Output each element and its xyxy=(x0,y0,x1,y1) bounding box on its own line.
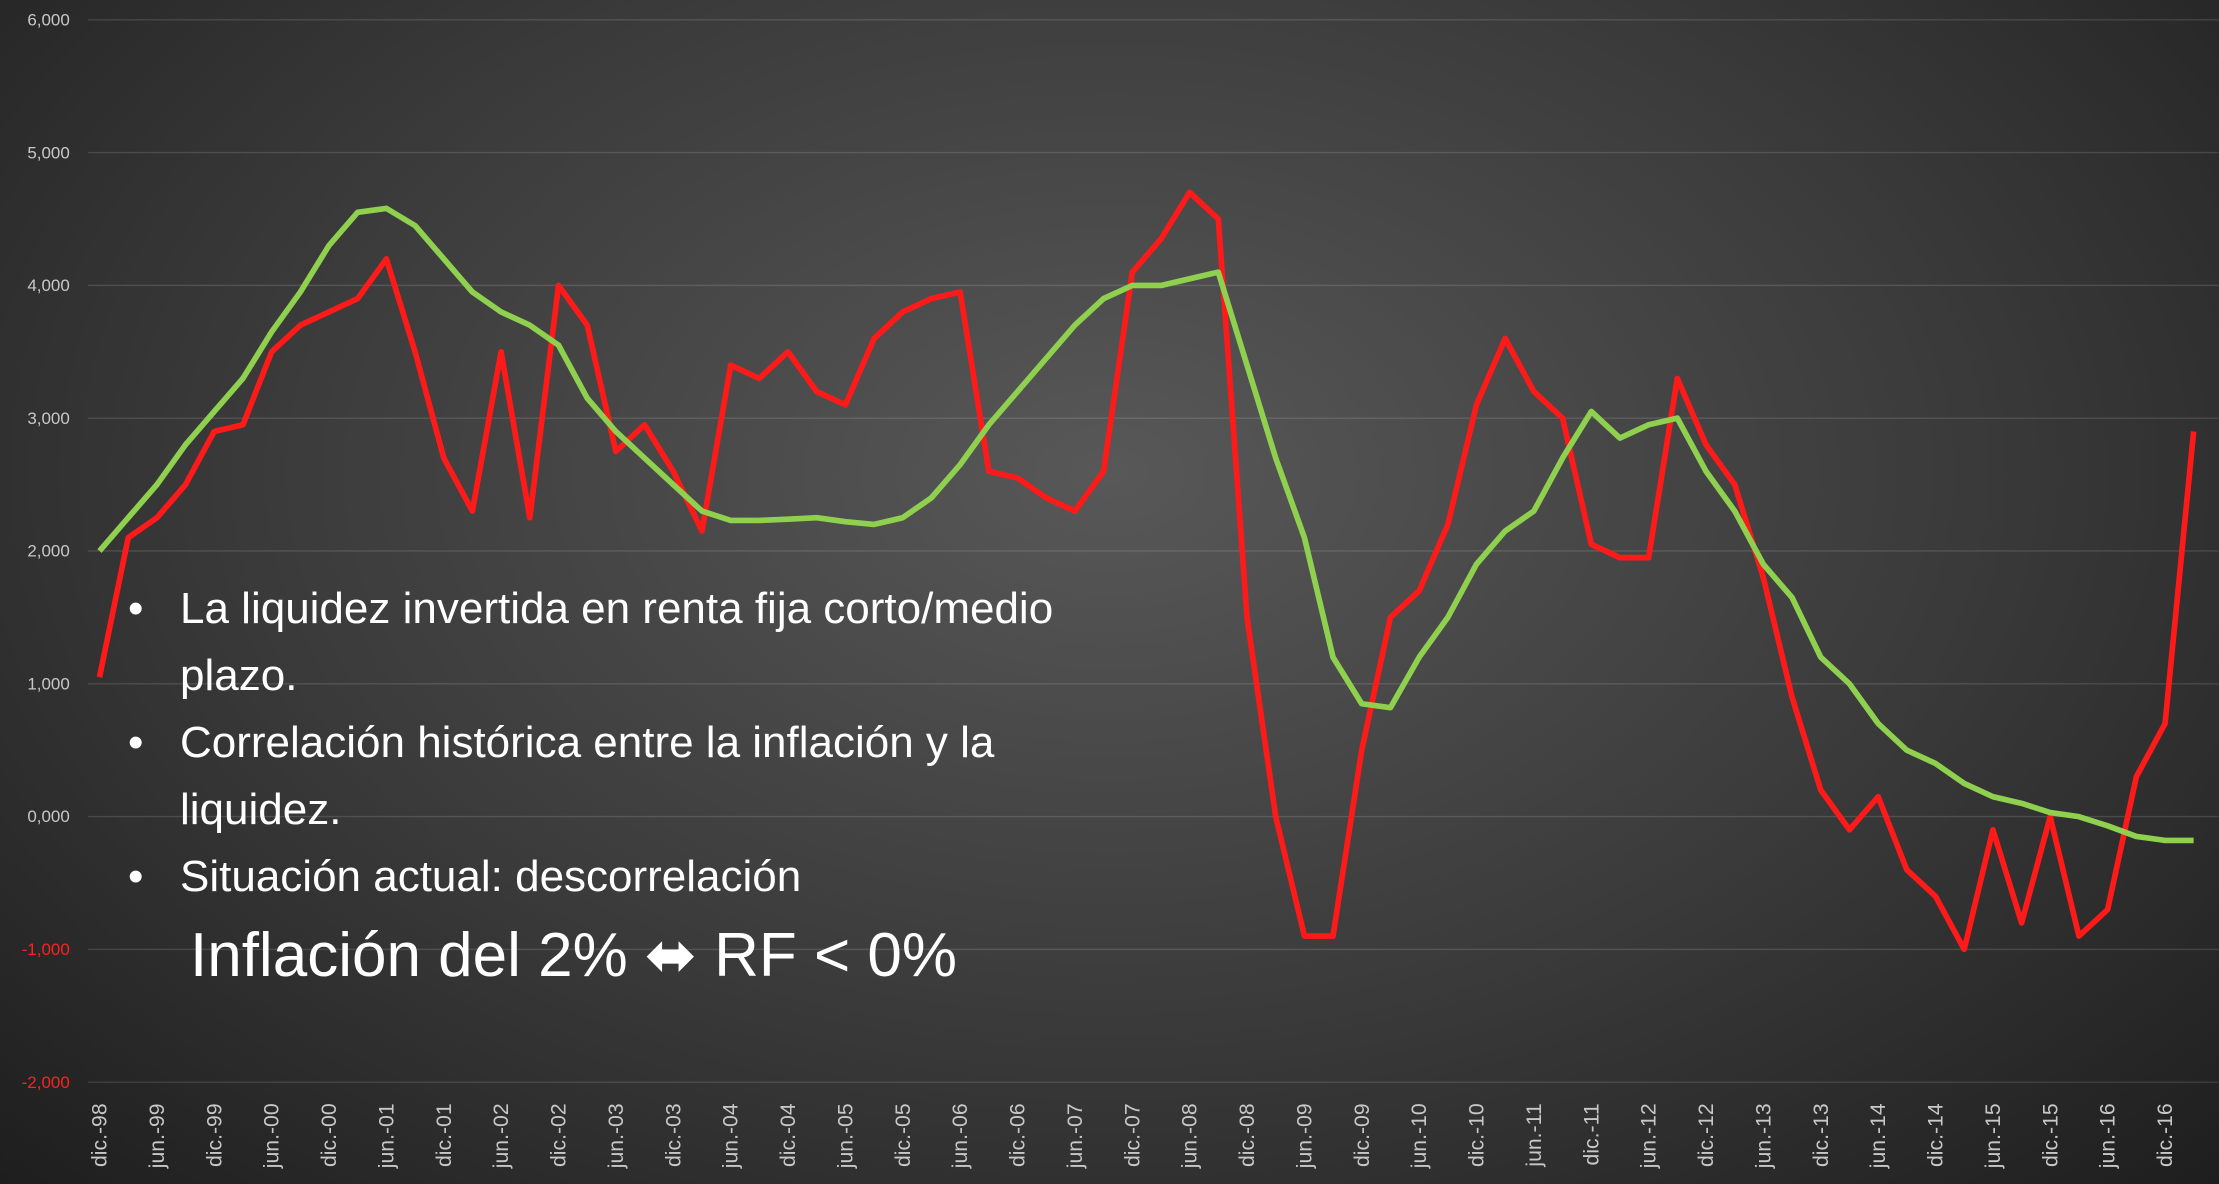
x-tick-label: jun.-08 xyxy=(1179,1103,1202,1169)
x-tick-label: jun.-12 xyxy=(1638,1103,1661,1169)
y-tick-label: 5,000 xyxy=(27,143,69,162)
y-tick-label: -1,000 xyxy=(22,940,70,959)
x-tick-label: dic.-11 xyxy=(1580,1103,1603,1165)
series-line xyxy=(97,205,2194,844)
x-tick-label: jun.-99 xyxy=(146,1103,169,1169)
x-tick-label: dic.-03 xyxy=(662,1103,685,1167)
x-tick-label: dic.-16 xyxy=(2154,1103,2177,1167)
x-tick-label: jun.-06 xyxy=(949,1103,972,1169)
y-tick-label: 0,000 xyxy=(27,807,69,826)
x-tick-label: jun.-15 xyxy=(1982,1103,2005,1169)
x-tick-label: dic.-05 xyxy=(892,1103,915,1167)
series-line xyxy=(96,189,2197,953)
x-tick-label: dic.-99 xyxy=(203,1103,226,1167)
x-tick-label: jun.-10 xyxy=(1408,1103,1431,1169)
x-tick-label: dic.-13 xyxy=(1810,1103,1833,1167)
x-tick-label: dic.-12 xyxy=(1695,1103,1718,1167)
y-tick-label: 3,000 xyxy=(27,409,69,428)
y-tick-label: 1,000 xyxy=(27,674,69,693)
bullet: Correlación histórica entre la inflación… xyxy=(118,709,1118,843)
y-tick-label: 4,000 xyxy=(27,276,69,295)
x-tick-label: jun.-16 xyxy=(2097,1103,2120,1169)
x-tick-label: jun.-09 xyxy=(1293,1103,1316,1169)
x-tick-label: dic.-15 xyxy=(2039,1103,2062,1167)
x-tick-label: dic.-07 xyxy=(1121,1103,1144,1167)
x-tick-label: dic.-01 xyxy=(433,1103,456,1167)
x-tick-label: jun.-11 xyxy=(1523,1103,1546,1167)
y-tick-label: 2,000 xyxy=(27,542,69,561)
x-tick-label: jun.-14 xyxy=(1867,1103,1890,1169)
bullet-list: La liquidez invertida en renta fija cort… xyxy=(118,575,1118,910)
x-tick-label: jun.-03 xyxy=(605,1103,628,1169)
callout: Inflación del 2% ⬌ RF < 0% xyxy=(190,921,958,990)
x-tick-label: dic.-02 xyxy=(548,1103,571,1167)
bullet: Situación actual: descorrelación xyxy=(118,843,1118,910)
x-tick-label: jun.-05 xyxy=(834,1103,857,1169)
x-tick-label: dic.-09 xyxy=(1351,1103,1374,1167)
bullet: La liquidez invertida en renta fija cort… xyxy=(118,575,1118,709)
x-tick-label: dic.-04 xyxy=(777,1103,800,1167)
x-tick-label: jun.-07 xyxy=(1064,1103,1087,1169)
x-tick-label: dic.-08 xyxy=(1236,1103,1259,1167)
x-tick-label: jun.-13 xyxy=(1752,1103,1775,1169)
x-tick-label: jun.-01 xyxy=(375,1103,398,1169)
y-tick-label: -2,000 xyxy=(22,1073,70,1092)
y-tick-label: 6,000 xyxy=(27,10,69,29)
x-tick-label: dic.-00 xyxy=(318,1103,341,1167)
x-tick-label: dic.-06 xyxy=(1007,1103,1030,1167)
x-tick-label: dic.-14 xyxy=(1925,1103,1948,1167)
x-tick-label: jun.-02 xyxy=(490,1103,513,1169)
x-tick-label: jun.-00 xyxy=(261,1103,284,1169)
x-tick-label: jun.-04 xyxy=(720,1103,743,1169)
x-tick-label: dic.-98 xyxy=(89,1103,112,1167)
x-tick-label: dic.-10 xyxy=(1466,1103,1489,1167)
